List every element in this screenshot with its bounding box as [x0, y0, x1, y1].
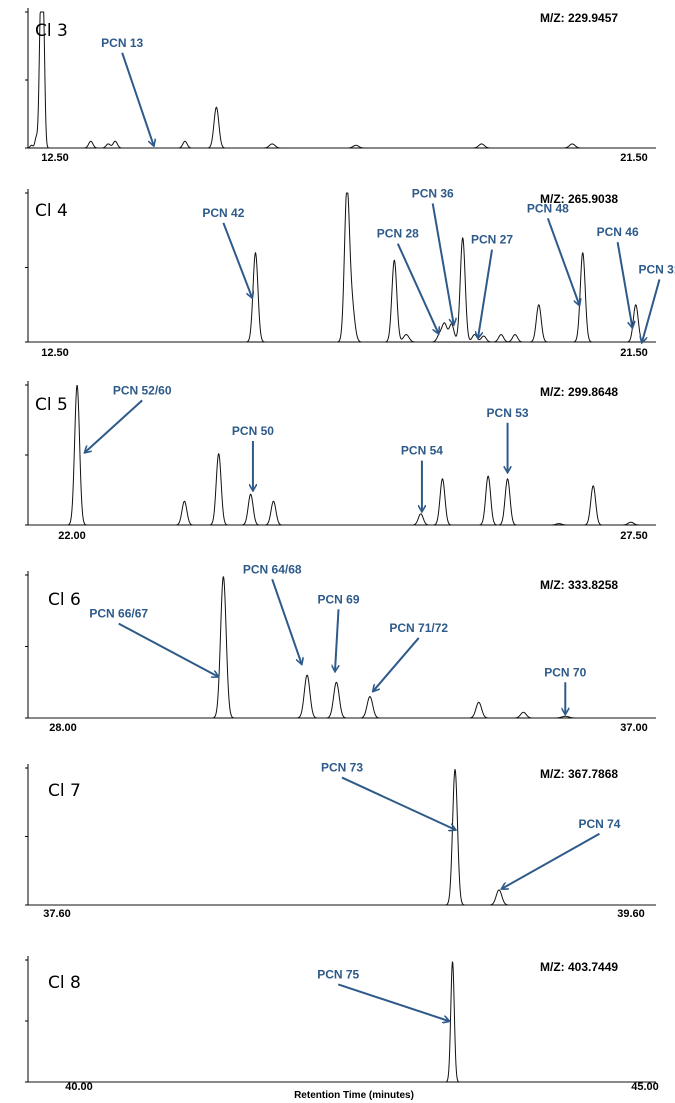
chromatogram-panels: 12.50 21.50 Cl 3 M/Z: 229.9457 PCN 13 12.50 21…	[25, 8, 675, 1093]
panel-1: 12.50 21.50 Cl 3 M/Z: 229.9457 PCN 13	[25, 8, 657, 164]
peak-annotation-label: PCN 75	[317, 967, 359, 981]
peak-annotation-arrow	[222, 222, 252, 297]
peak-annotation-label: PCN 70	[544, 665, 586, 679]
x-tick-label: 37.60	[43, 908, 71, 920]
x-tick-label: 37.00	[620, 722, 648, 734]
peak-annotation-label: PCN 74	[578, 817, 620, 831]
x-tick-label: 45.00	[631, 1081, 659, 1093]
peak-annotation-label: PCN 13	[101, 36, 143, 50]
peak-annotation-arrow	[337, 983, 449, 1021]
peak-annotation-label: PCN 73	[321, 761, 363, 775]
chromatogram-trace	[27, 961, 657, 1083]
x-tick-label: 27.50	[620, 530, 648, 542]
peak-annotation-label: PCN 50	[232, 424, 274, 438]
chlorination-label: Cl 6	[48, 590, 81, 610]
x-tick-label: 21.50	[620, 347, 648, 359]
chromatogram-trace	[27, 576, 657, 719]
chlorination-label: Cl 8	[48, 973, 81, 993]
chlorination-label: Cl 7	[48, 781, 81, 801]
peak-annotation-label: PCN 66/67	[89, 607, 148, 621]
mz-label: M/Z: 333.8258	[540, 578, 618, 592]
peak-annotation-label: PCN 71/72	[389, 621, 448, 635]
peak-annotation-label: PCN 46	[597, 225, 639, 239]
panel-6: 40.00 45.00 Cl 8 M/Z: 403.7449 PCN 75	[25, 956, 659, 1093]
panel-4: 28.00 37.00 Cl 6 M/Z: 333.8258 PCN 66/67 PCN …	[25, 562, 657, 734]
peak-annotation-arrow	[546, 217, 579, 304]
peak-annotation-label: PCN 54	[401, 444, 443, 458]
chromatogram-trace	[27, 11, 657, 149]
peak-annotation-arrow	[502, 832, 600, 889]
peak-annotation-arrow	[396, 243, 438, 333]
x-tick-label: 12.50	[41, 347, 69, 359]
chlorination-label: Cl 3	[35, 21, 68, 41]
chromatogram-trace	[27, 192, 657, 343]
x-tick-label: 12.50	[41, 152, 69, 164]
peak-annotation-label: PCN 31	[638, 262, 675, 276]
x-axis-label: Retention Time (minutes)	[294, 1090, 414, 1101]
chlorination-label: Cl 4	[35, 201, 68, 221]
peak-annotation-label: PCN 36	[412, 186, 454, 200]
peak-annotation-arrow	[341, 776, 455, 830]
chromatogram-trace	[27, 768, 657, 906]
mz-label: M/Z: 265.9038	[540, 192, 618, 206]
mz-label: M/Z: 403.7449	[540, 960, 618, 974]
peak-annotation-label: PCN 53	[487, 406, 529, 420]
x-tick-label: 21.50	[620, 152, 648, 164]
peak-annotation-arrow	[373, 637, 420, 691]
peak-annotation-arrow	[335, 609, 340, 670]
peak-annotation-label: PCN 42	[202, 206, 244, 220]
peak-annotation-arrow	[642, 279, 661, 342]
peak-annotation-label: PCN 27	[471, 233, 513, 247]
peak-annotation-label: PCN 28	[377, 227, 419, 241]
peak-annotation-arrow	[271, 578, 301, 663]
peak-annotation-label: PCN 64/68	[243, 562, 302, 576]
panel-3: 22.00 27.50 Cl 5 M/Z: 299.8648 PCN 52/60 PCN …	[25, 381, 657, 542]
mz-label: M/Z: 229.9457	[540, 11, 618, 25]
peak-annotation-label: PCN 69	[317, 592, 359, 606]
chlorination-label: Cl 5	[35, 395, 68, 415]
x-tick-label: 40.00	[65, 1081, 93, 1093]
x-tick-label: 39.60	[617, 908, 645, 920]
peak-annotation-label: PCN 48	[527, 201, 569, 215]
x-tick-label: 22.00	[58, 530, 86, 542]
x-tick-label: 28.00	[49, 722, 77, 734]
peak-annotation-arrow	[616, 241, 633, 327]
peak-annotation-arrow	[85, 399, 143, 452]
mz-label: M/Z: 367.7868	[540, 767, 618, 781]
mz-label: M/Z: 299.8648	[540, 385, 618, 399]
panel-2: 12.50 21.50 Cl 4 M/Z: 265.9038 PCN 42 PCN 36 P…	[25, 186, 675, 359]
peak-annotation-arrow	[121, 52, 153, 145]
peak-annotation-arrow	[431, 203, 454, 324]
peak-annotation-label: PCN 52/60	[113, 383, 172, 397]
peak-annotation-arrow	[118, 622, 218, 677]
peak-annotation-arrow	[478, 249, 494, 338]
panel-5: 37.60 39.60 Cl 7 M/Z: 367.7868 PCN 73 PCN 74	[25, 761, 657, 920]
chromatogram-trace	[27, 384, 657, 526]
